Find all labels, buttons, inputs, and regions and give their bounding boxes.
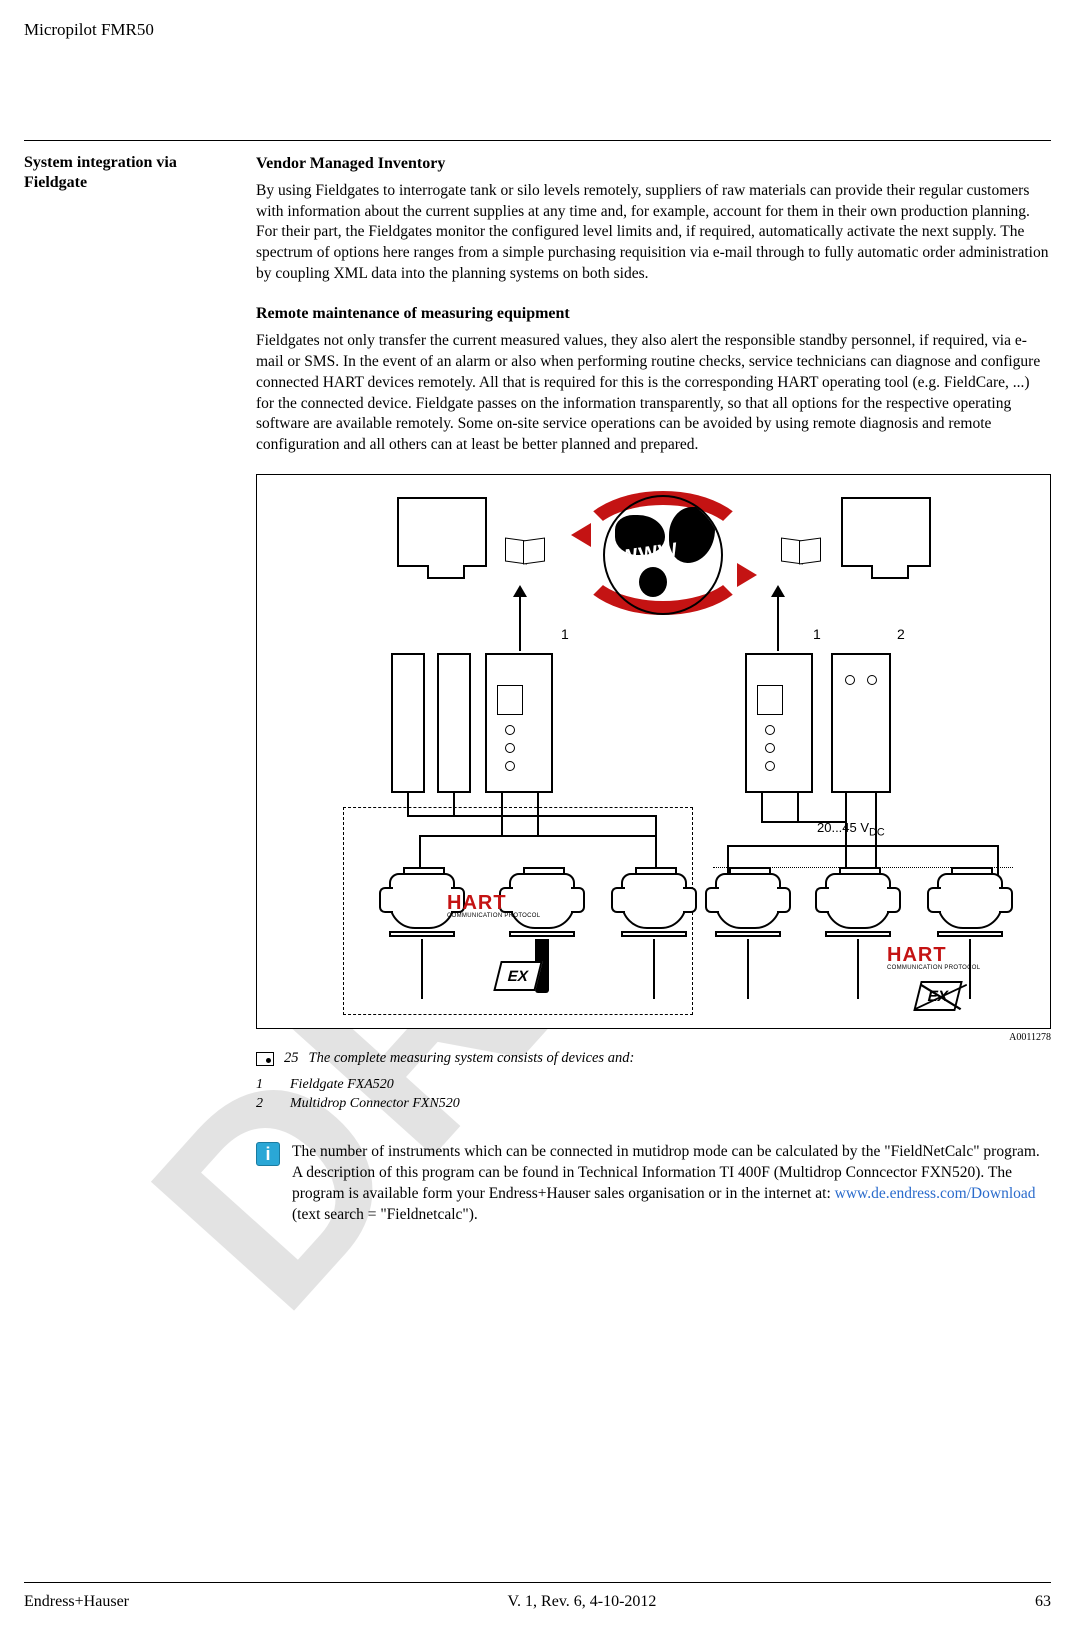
flange-icon [509,931,575,937]
legend-item: 2 Multidrop Connector FXN520 [256,1095,1051,1114]
book-icon [505,539,545,561]
section1-body: By using Fieldgates to interrogate tank … [256,181,1051,286]
flange-icon [825,931,891,937]
figure-caption-icon [256,1052,274,1066]
figure-number: 25 [284,1049,299,1069]
hart-logo-icon: HART COMMUNICATION PROTOCOL [887,945,980,971]
flange-icon [937,931,1003,937]
hart-logo-icon: HART COMMUNICATION PROTOCOL [447,893,540,919]
sensor-icon [937,873,1003,929]
probe-icon [653,939,655,999]
figure-label-1: 1 [813,625,821,644]
figure-caption: 25 The complete measuring system consist… [256,1049,1051,1069]
arrow-up-icon [777,595,779,651]
probe-icon [857,939,859,999]
module-icon [437,653,471,793]
sensor-icon [621,873,687,929]
footer-company: Endress+Hauser [24,1593,129,1611]
figure-reference: A0011278 [256,1031,1051,1045]
voltage-label: 20...45 VDC [817,819,885,840]
section1-title: Vendor Managed Inventory [256,153,1051,175]
figure-caption-text: The complete measuring system consists o… [309,1049,635,1069]
arrowhead-icon [737,563,757,587]
module-icon [391,653,425,793]
page-footer: Endress+Hauser V. 1, Rev. 6, 4-10-2012 6… [24,1582,1051,1611]
figure-diagram: WWW 1 1 2 [256,474,1051,1029]
page-header: Micropilot FMR50 [24,20,1051,80]
sensor-icon [825,873,891,929]
legend-item: 1 Fieldgate FXA520 [256,1076,1051,1095]
figure-label-1: 1 [561,625,569,644]
module-icon [485,653,553,793]
section2-body: Fieldgates not only transfer the current… [256,331,1051,457]
probe-icon [747,939,749,999]
ex-crossed-badge-icon: EX [913,981,962,1011]
info-note: i The number of instruments which can be… [256,1142,1051,1226]
module-icon [745,653,813,793]
arrowhead-icon [571,523,591,547]
info-text: The number of instruments which can be c… [292,1142,1051,1226]
download-link[interactable]: www.de.endress.com/Download [835,1185,1036,1202]
sensor-icon [389,873,455,929]
flange-icon [389,931,455,937]
monitor-icon [397,497,487,567]
header-rule [24,140,1051,141]
content-row: System integration via Fieldgate Vendor … [24,153,1051,1226]
ex-badge-icon: EX [493,961,542,991]
info-icon: i [256,1142,280,1166]
margin-heading: System integration via Fieldgate [24,153,234,1226]
figure-legend: 1 Fieldgate FXA520 2 Multidrop Connector… [256,1076,1051,1114]
monitor-icon [841,497,931,567]
arrow-up-icon [519,595,521,651]
book-icon [781,539,821,561]
flange-icon [621,931,687,937]
figure-label-2: 2 [897,625,905,644]
main-column: Vendor Managed Inventory By using Fieldg… [256,153,1051,1226]
module-icon [831,653,891,793]
footer-version: V. 1, Rev. 6, 4-10-2012 [508,1593,657,1611]
flange-icon [715,931,781,937]
section2-title: Remote maintenance of measuring equipmen… [256,303,1051,325]
footer-page-number: 63 [1035,1593,1051,1611]
probe-icon [421,939,423,999]
page-container: Micropilot FMR50 System integration via … [0,0,1075,1631]
sensor-icon [715,873,781,929]
